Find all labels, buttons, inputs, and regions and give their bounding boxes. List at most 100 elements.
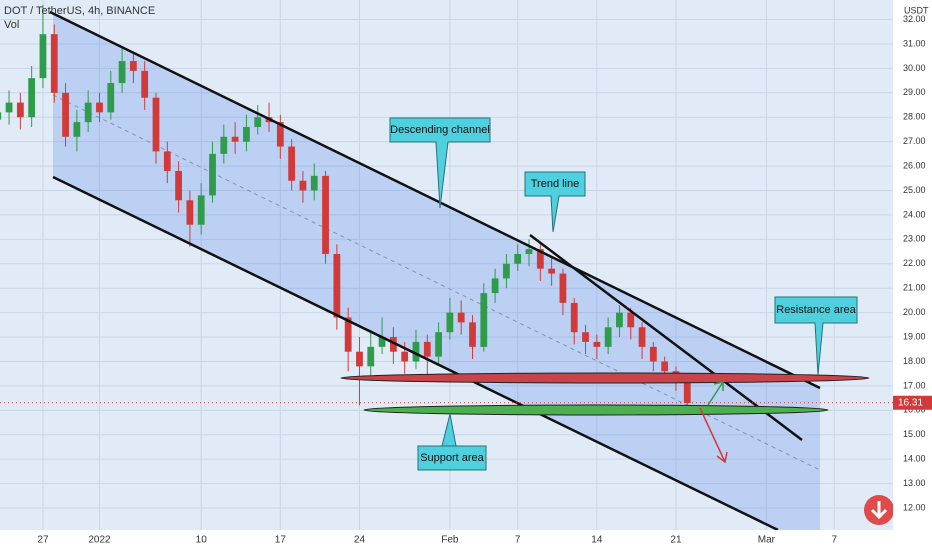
candle-body <box>412 341 420 362</box>
candle-body <box>299 180 307 191</box>
y-tick-label: 31.00 <box>903 38 926 48</box>
candle-body <box>84 102 92 123</box>
candle-body <box>356 351 363 367</box>
y-tick-label: 30.00 <box>903 63 926 73</box>
candle-body <box>548 268 556 274</box>
candle-body <box>209 153 216 196</box>
x-tick-label: 7 <box>515 535 521 546</box>
y-tick-label: 23.00 <box>903 234 926 244</box>
candle-body <box>118 61 126 84</box>
y-tick-label: 32.00 <box>903 14 926 24</box>
annotation: Support area <box>420 452 484 464</box>
candle-body <box>152 97 160 152</box>
channel-midline <box>52 94 821 471</box>
candle-body <box>39 34 47 79</box>
support-ellipse <box>363 404 829 416</box>
candle-body <box>62 92 69 137</box>
candle-body <box>638 327 646 347</box>
candle-body <box>378 337 386 347</box>
candle-body <box>0 112 2 120</box>
candle-body <box>559 273 567 303</box>
candle-body <box>469 322 476 347</box>
candle-body <box>480 293 488 347</box>
candle-body <box>423 341 431 357</box>
y-axis-label: USDT <box>904 5 929 15</box>
x-tick-label: 10 <box>196 535 208 546</box>
y-tick-label: 25.00 <box>903 185 926 195</box>
down-icon-arrow <box>870 501 888 520</box>
annotation: Trend line <box>531 178 580 190</box>
candle-body <box>231 136 239 142</box>
x-tick-label: 14 <box>591 535 603 546</box>
candle-body <box>604 327 612 347</box>
x-tick-label: Mar <box>758 535 776 546</box>
y-tick-label: 12.00 <box>903 502 926 512</box>
price-axis <box>893 0 932 550</box>
candle-body <box>288 146 296 181</box>
resistance-ellipse <box>340 372 870 384</box>
y-tick-label: 13.00 <box>903 478 926 488</box>
y-tick-label: 17.00 <box>903 380 926 390</box>
candle-body <box>570 302 578 333</box>
candle-body <box>491 278 499 294</box>
callouts: Descending channel Trend line Resistance… <box>389 117 858 471</box>
y-tick-label: 27.00 <box>903 136 926 146</box>
candle-body <box>627 312 635 328</box>
y-tick-label: 21.00 <box>903 283 926 293</box>
candle-body <box>514 254 522 264</box>
channel-bottom <box>52 175 779 532</box>
candle-body <box>16 102 24 118</box>
x-tick-label: 21 <box>670 535 682 546</box>
volume-label: Vol <box>4 19 19 31</box>
time-axis <box>0 530 893 550</box>
y-tick-label: 22.00 <box>903 258 926 268</box>
candle-body <box>73 122 81 137</box>
candle-body <box>107 83 115 113</box>
x-tick-label: Feb <box>441 535 459 546</box>
green-arrow-head <box>713 381 724 391</box>
candle-body <box>661 361 669 372</box>
drawings <box>49 10 870 532</box>
candle-body <box>649 346 657 362</box>
candle-body <box>389 337 397 352</box>
candle-body <box>435 332 442 357</box>
callout-box <box>389 117 491 209</box>
candle-body <box>5 102 13 113</box>
candle-body <box>197 195 205 225</box>
candle-body <box>96 102 103 113</box>
candle-body <box>367 346 375 367</box>
candle-body <box>322 175 329 255</box>
last-price-label: 16.31 <box>898 397 923 408</box>
red-arrow <box>699 407 726 463</box>
candle-body <box>582 332 589 342</box>
x-tick-label: 24 <box>354 535 366 546</box>
candle-body <box>683 381 691 403</box>
candle-body <box>310 175 318 191</box>
y-tick-label: 14.00 <box>903 454 926 464</box>
annotation: Resistance area <box>776 304 856 316</box>
grid <box>0 0 893 530</box>
callout-box <box>774 296 858 376</box>
candle-body <box>457 312 465 323</box>
y-tick-label: 29.00 <box>903 87 926 97</box>
annotation: Descending channel <box>390 124 490 136</box>
candle-body <box>616 312 623 328</box>
y-tick-label: 18.00 <box>903 356 926 366</box>
candle-body <box>175 170 182 201</box>
candle-body <box>446 312 454 333</box>
y-tick-label: 26.00 <box>903 160 926 170</box>
candle-body <box>333 254 341 318</box>
candle-body <box>536 249 544 269</box>
y-tick-label: 19.00 <box>903 331 926 341</box>
candle-body <box>129 61 137 71</box>
candle-body <box>220 136 228 154</box>
x-tick-label: 27 <box>37 535 49 546</box>
candle-body <box>525 249 533 255</box>
candle-body <box>276 122 284 147</box>
chart-title: DOT / TetherUS, 4h, BINANCE <box>4 5 155 17</box>
x-tick-label: 17 <box>275 535 287 546</box>
y-tick-label: 24.00 <box>903 209 926 219</box>
candle-body <box>186 200 194 225</box>
y-tick-label: 28.00 <box>903 112 926 122</box>
